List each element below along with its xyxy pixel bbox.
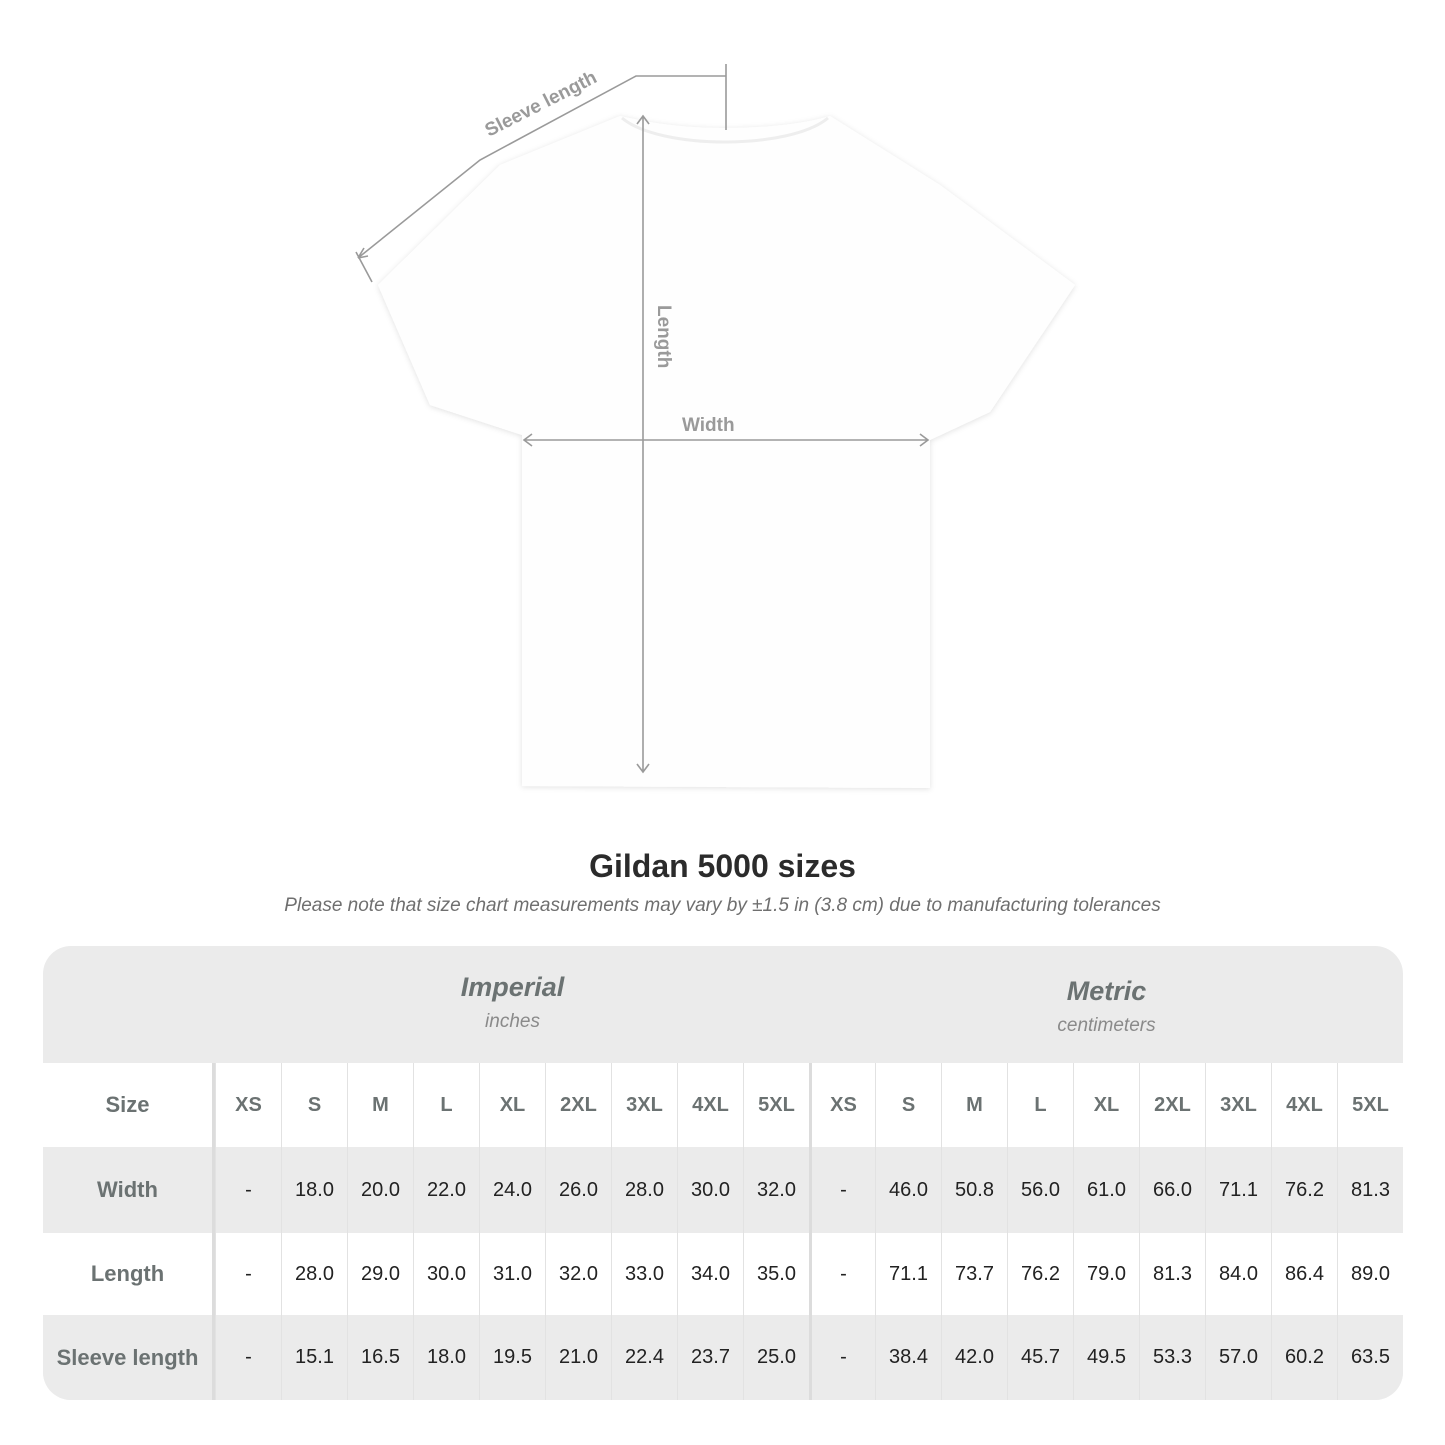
size-header-cell: XL (1073, 1063, 1139, 1147)
metric-value-cell: 50.8 (941, 1147, 1007, 1233)
imperial-value-cell: - (215, 1147, 281, 1233)
length-line (636, 114, 650, 774)
imperial-unit: inches (485, 1011, 540, 1032)
imperial-value-cell: 35.0 (743, 1233, 809, 1315)
metric-value-cell: 86.4 (1271, 1233, 1337, 1315)
size-header-cell: XL (479, 1063, 545, 1147)
metric-value-cell: 81.3 (1337, 1147, 1403, 1233)
size-header-cell: XS (215, 1063, 281, 1147)
imperial-value-cell: 24.0 (479, 1147, 545, 1233)
imperial-value-cell: 32.0 (743, 1147, 809, 1233)
size-header-cell: 5XL (743, 1063, 809, 1147)
metric-title: Metric (1066, 976, 1147, 1006)
size-header-cell: XS (809, 1063, 875, 1147)
metric-value-cell: 56.0 (1007, 1147, 1073, 1233)
metric-value-cell: 81.3 (1139, 1233, 1205, 1315)
metric-unit: centimeters (1057, 1015, 1156, 1036)
imperial-value-cell: - (215, 1233, 281, 1315)
size-header-cell: 3XL (611, 1063, 677, 1147)
metric-value-cell: 53.3 (1139, 1315, 1205, 1400)
imperial-value-cell: 31.0 (479, 1233, 545, 1315)
imperial-value-cell: 20.0 (347, 1147, 413, 1233)
metric-value-cell: 57.0 (1205, 1315, 1271, 1400)
tolerance-note: Please note that size chart measurements… (284, 895, 1161, 916)
size-header-cell: L (413, 1063, 479, 1147)
metric-header: Metric centimeters (810, 946, 1403, 1063)
metric-value-cell: 71.1 (875, 1233, 941, 1315)
metric-value-cell: - (809, 1147, 875, 1233)
metric-value-cell: - (809, 1233, 875, 1315)
table-row: Width -18.0 20.0 22.0 24.0 26.0 28.0 30.0 32.0-4… (43, 1147, 1403, 1233)
imperial-title: Imperial (460, 972, 565, 1002)
sleeve-length-line (355, 64, 727, 283)
collar (621, 116, 829, 144)
length-label: Length (653, 305, 674, 368)
table-row: Sleeve length -15.1 16.5 18.0 19.5 21.0 22.4 23… (43, 1315, 1403, 1400)
tshirt-shape (378, 116, 1075, 788)
imperial-value-cell: 16.5 (347, 1315, 413, 1400)
imperial-value-cell: 28.0 (281, 1233, 347, 1315)
imperial-value-cell: 32.0 (545, 1233, 611, 1315)
row-label: Size (43, 1063, 215, 1147)
size-header-cell: 4XL (1271, 1063, 1337, 1147)
metric-value-cell: 38.4 (875, 1315, 941, 1400)
imperial-value-cell: 33.0 (611, 1233, 677, 1315)
metric-value-cell: 46.0 (875, 1147, 941, 1233)
metric-value-cell: 45.7 (1007, 1315, 1073, 1400)
imperial-value-cell: 18.0 (281, 1147, 347, 1233)
imperial-value-cell: 23.7 (677, 1315, 743, 1400)
metric-value-cell: 61.0 (1073, 1147, 1139, 1233)
tshirt-diagram: Sleeve length Length Width (355, 64, 1075, 788)
size-header-cell: 3XL (1205, 1063, 1271, 1147)
size-header-cell: 4XL (677, 1063, 743, 1147)
width-label: Width (682, 415, 735, 436)
imperial-value-cell: 22.4 (611, 1315, 677, 1400)
size-header-cell: L (1007, 1063, 1073, 1147)
size-header-cell: S (875, 1063, 941, 1147)
imperial-header: Imperial inches (215, 946, 810, 1063)
metric-value-cell: 42.0 (941, 1315, 1007, 1400)
metric-value-cell: 76.2 (1007, 1233, 1073, 1315)
imperial-value-cell: 30.0 (413, 1233, 479, 1315)
page-title: Gildan 5000 sizes (589, 848, 856, 884)
imperial-value-cell: 29.0 (347, 1233, 413, 1315)
size-header-cell: 2XL (1139, 1063, 1205, 1147)
imperial-value-cell: 25.0 (743, 1315, 809, 1400)
metric-value-cell: 73.7 (941, 1233, 1007, 1315)
metric-value-cell: 71.1 (1205, 1147, 1271, 1233)
imperial-value-cell: 30.0 (677, 1147, 743, 1233)
imperial-value-cell: 19.5 (479, 1315, 545, 1400)
metric-value-cell: 63.5 (1337, 1315, 1403, 1400)
metric-value-cell: 76.2 (1271, 1147, 1337, 1233)
metric-value-cell: - (809, 1315, 875, 1400)
imperial-value-cell: 22.0 (413, 1147, 479, 1233)
metric-value-cell: 60.2 (1271, 1315, 1337, 1400)
row-label: Length (43, 1233, 215, 1315)
imperial-value-cell: 21.0 (545, 1315, 611, 1400)
metric-value-cell: 84.0 (1205, 1233, 1271, 1315)
imperial-value-cell: 18.0 (413, 1315, 479, 1400)
size-table: Imperial inches Metric centimeters Size X… (43, 946, 1403, 1400)
width-line (522, 433, 930, 447)
table-row: Length -28.0 29.0 30.0 31.0 32.0 33.0 34.0 35.0-… (43, 1233, 1403, 1315)
size-header-cell: S (281, 1063, 347, 1147)
imperial-value-cell: 28.0 (611, 1147, 677, 1233)
size-header-cell: 5XL (1337, 1063, 1403, 1147)
metric-value-cell: 66.0 (1139, 1147, 1205, 1233)
size-header-cell: 2XL (545, 1063, 611, 1147)
size-header-cell: M (941, 1063, 1007, 1147)
size-header-cell: M (347, 1063, 413, 1147)
metric-value-cell: 49.5 (1073, 1315, 1139, 1400)
row-label: Sleeve length (43, 1315, 215, 1400)
imperial-value-cell: 34.0 (677, 1233, 743, 1315)
size-header-row: Size XS S M L XL 2XL 3XL 4XL 5XL XS S M L XL 2XL 3XL 4XL 5… (43, 1063, 1403, 1147)
imperial-value-cell: - (215, 1315, 281, 1400)
imperial-value-cell: 15.1 (281, 1315, 347, 1400)
metric-value-cell: 89.0 (1337, 1233, 1403, 1315)
imperial-value-cell: 26.0 (545, 1147, 611, 1233)
metric-value-cell: 79.0 (1073, 1233, 1139, 1315)
row-label: Width (43, 1147, 215, 1233)
